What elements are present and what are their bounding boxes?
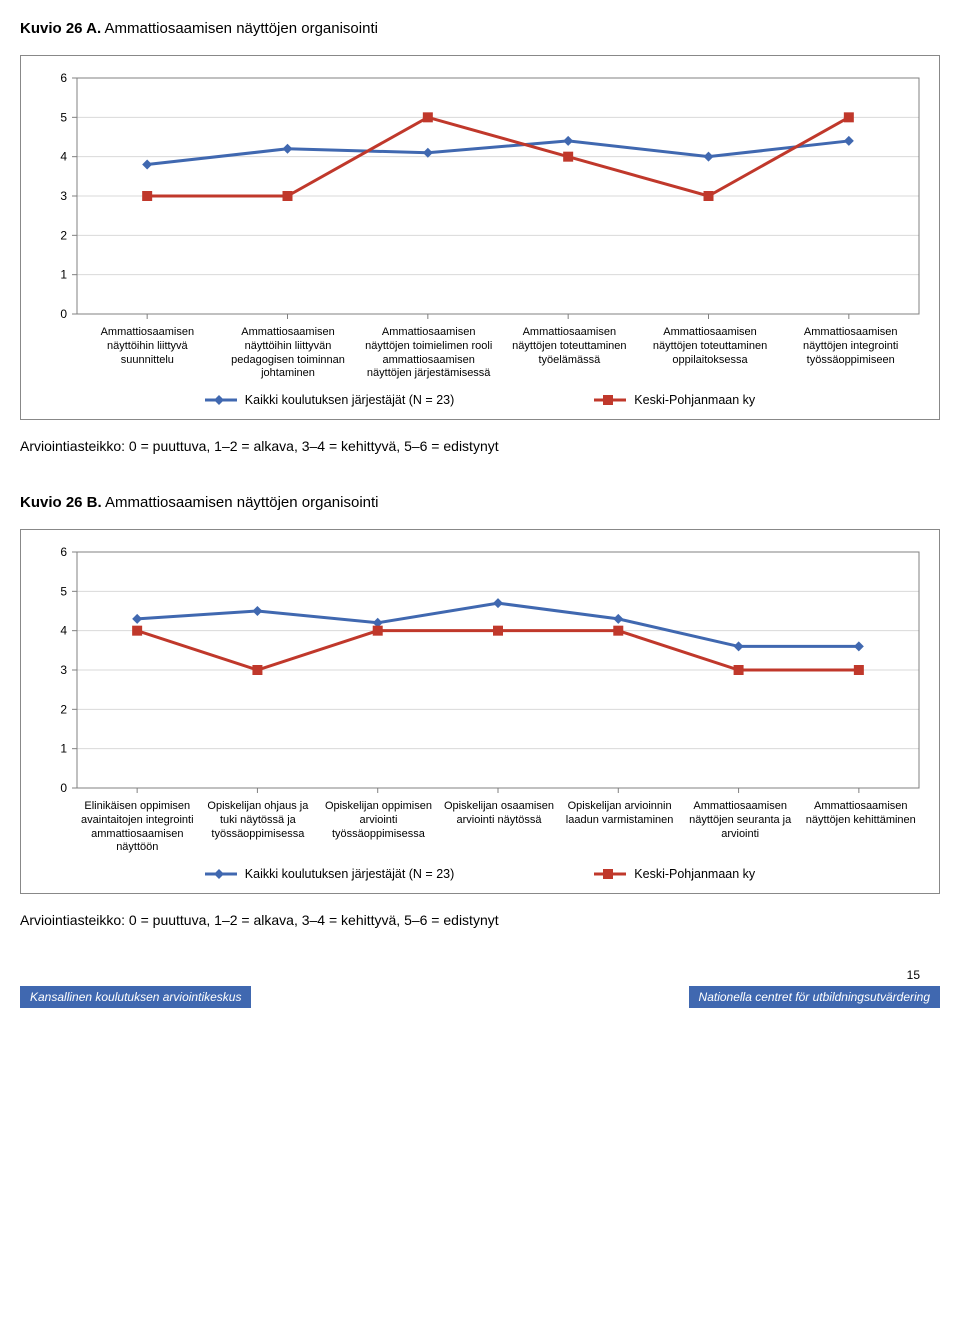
chart-a-box: 0 1 2 3 4 5 6 Ammattiosaamisen näyttöihin liit… [20,55,940,420]
svg-text:5: 5 [60,110,67,124]
category-label: Ammattiosaamisen näyttöjen toteuttaminen… [499,324,640,381]
svg-text:4: 4 [60,624,67,638]
category-label: Ammattiosaamisen näyttöihin liittyvän pe… [218,324,359,381]
category-label: Ammattiosaamisen näyttöjen integrointi t… [780,324,921,381]
legend-item: Keski-Pohjanmaan ky [594,867,755,881]
svg-text:5: 5 [60,584,67,598]
chart-b-category-labels: Elinikäisen oppimisen avaintaitojen inte… [29,798,931,855]
category-label: Ammattiosaamisen näyttöjen toimielimen r… [358,324,499,381]
chart-a-legend: Kaikki koulutuksen järjestäjät (N = 23) … [29,393,931,407]
category-label: Opiskelijan arvioinnin laadun varmistami… [559,798,680,855]
footer-right: Nationella centret för utbildningsutvärd… [689,986,940,1008]
svg-text:6: 6 [60,545,67,559]
legend-label: Kaikki koulutuksen järjestäjät (N = 23) [245,393,454,407]
category-label: Opiskelijan osaamisen arviointi näytössä [439,798,560,855]
category-label: Ammattiosaamisen näyttöjen kehittäminen [800,798,921,855]
page-number: 15 [20,968,920,982]
legend-item: Keski-Pohjanmaan ky [594,393,755,407]
category-label: Elinikäisen oppimisen avaintaitojen inte… [77,798,198,855]
category-label: Ammattiosaamisen näyttöjen toteuttaminen… [640,324,781,381]
svg-text:1: 1 [60,742,67,756]
chart-a-plot: 0 1 2 3 4 5 6 [29,64,931,324]
svg-text:4: 4 [60,150,67,164]
category-label: Ammattiosaamisen näyttöihin liittyvä suu… [77,324,218,381]
chart-b-title: Kuvio 26 B. Ammattiosaamisen näyttöjen o… [20,494,940,511]
svg-text:2: 2 [60,228,67,242]
footer-left: Kansallinen koulutuksen arviointikeskus [20,986,251,1008]
chart-a-title: Kuvio 26 A. Ammattiosaamisen näyttöjen o… [20,20,940,37]
svg-text:0: 0 [60,307,67,321]
chart-a-title-rest: Ammattiosaamisen näyttöjen organisointi [101,20,378,37]
legend-label: Keski-Pohjanmaan ky [634,393,755,407]
legend-item: Kaikki koulutuksen järjestäjät (N = 23) [205,393,454,407]
category-label: Opiskelijan ohjaus ja tuki näytössä ja t… [198,798,319,855]
category-label: Ammattiosaamisen näyttöjen seuranta ja a… [680,798,801,855]
chart-b-title-lead: Kuvio 26 B. [20,494,102,511]
legend-item: Kaikki koulutuksen järjestäjät (N = 23) [205,867,454,881]
chart-b-title-rest: Ammattiosaamisen näyttöjen organisointi [102,494,379,511]
chart-b-caption: Arviointiasteikko: 0 = puuttuva, 1–2 = a… [20,912,940,928]
page-footer: Kansallinen koulutuksen arviointikeskus … [20,986,940,1008]
legend-label: Keski-Pohjanmaan ky [634,867,755,881]
chart-b-legend: Kaikki koulutuksen järjestäjät (N = 23) … [29,867,931,881]
svg-text:0: 0 [60,781,67,795]
svg-text:3: 3 [60,189,67,203]
svg-text:3: 3 [60,663,67,677]
chart-a-category-labels: Ammattiosaamisen näyttöihin liittyvä suu… [29,324,931,381]
legend-label: Kaikki koulutuksen järjestäjät (N = 23) [245,867,454,881]
category-label: Opiskelijan oppimisen arviointi työssäop… [318,798,439,855]
svg-text:6: 6 [60,71,67,85]
chart-a-title-lead: Kuvio 26 A. [20,20,101,37]
chart-a-caption: Arviointiasteikko: 0 = puuttuva, 1–2 = a… [20,438,940,454]
svg-text:2: 2 [60,702,67,716]
chart-b-plot: 0 1 2 3 4 5 6 [29,538,931,798]
svg-text:1: 1 [60,268,67,282]
chart-b-box: 0 1 2 3 4 5 6 Elinikäisen oppimisen avaintaito… [20,529,940,894]
